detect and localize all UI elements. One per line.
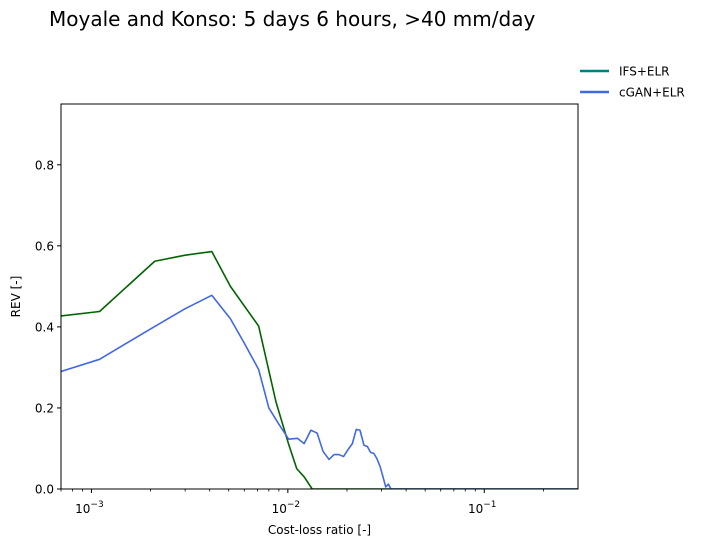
series-line-ifs-elr [61,250,578,489]
x-tick-label: 10−2 [272,500,301,516]
y-axis-ticks: 0.0 0.2 0.4 0.6 0.8 [35,158,61,497]
x-axis-label: Cost-loss ratio [-] [268,523,371,537]
legend-label: cGAN+ELR [619,86,685,100]
y-tick-label: 0.2 [35,401,54,415]
plot-frame [60,103,579,490]
y-tick-label: 0.8 [35,158,54,172]
legend: IFS+ELR cGAN+ELR [580,65,685,100]
y-tick-label: 0.4 [35,320,54,334]
series-line-cgan-elr [61,294,578,489]
y-axis-label: REV [-] [9,276,23,318]
y-tick-label: 0.0 [35,483,54,497]
y-tick-label: 0.6 [35,239,54,253]
x-tick-label: 10−1 [468,500,497,516]
chart-title: Moyale and Konso: 5 days 6 hours, >40 mm… [49,7,535,31]
x-axis-ticks: 10−3 10−2 10−1 [60,489,544,516]
x-tick-label: 10−3 [75,500,104,516]
plot-area [61,250,578,489]
legend-label: IFS+ELR [619,65,670,79]
